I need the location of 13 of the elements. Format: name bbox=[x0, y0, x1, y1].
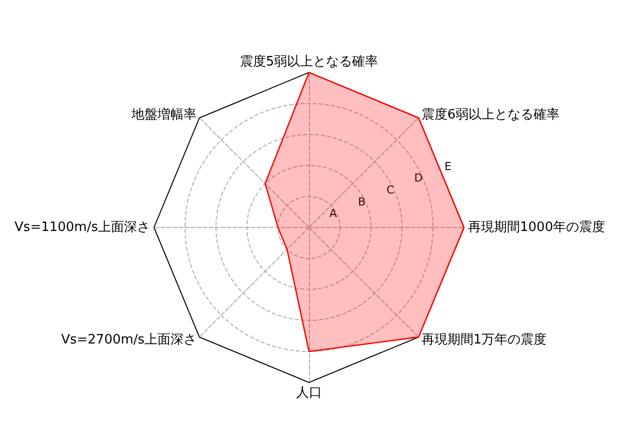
spoke-label: Vs=1100m/s上面深さ bbox=[14, 220, 150, 235]
y-tick-label: C bbox=[386, 184, 394, 197]
spoke-label: 再現期間1万年の震度 bbox=[421, 331, 547, 348]
y-tick-label: B bbox=[358, 195, 366, 208]
y-tick-label: A bbox=[329, 207, 338, 220]
spoke-label: 再現期間1000年の震度 bbox=[468, 218, 606, 235]
y-tick-label: D bbox=[414, 172, 423, 185]
spoke-label: 地盤増幅率 bbox=[130, 106, 197, 123]
spoke-label: 震度5弱以上となる確率 bbox=[240, 53, 378, 70]
y-tick-label: E bbox=[444, 160, 452, 173]
spoke-label: 人口 bbox=[296, 385, 322, 400]
spoke-label: 震度6弱以上となる確率 bbox=[421, 106, 560, 123]
spoke-label: Vs=2700m/s上面深さ bbox=[61, 332, 197, 348]
